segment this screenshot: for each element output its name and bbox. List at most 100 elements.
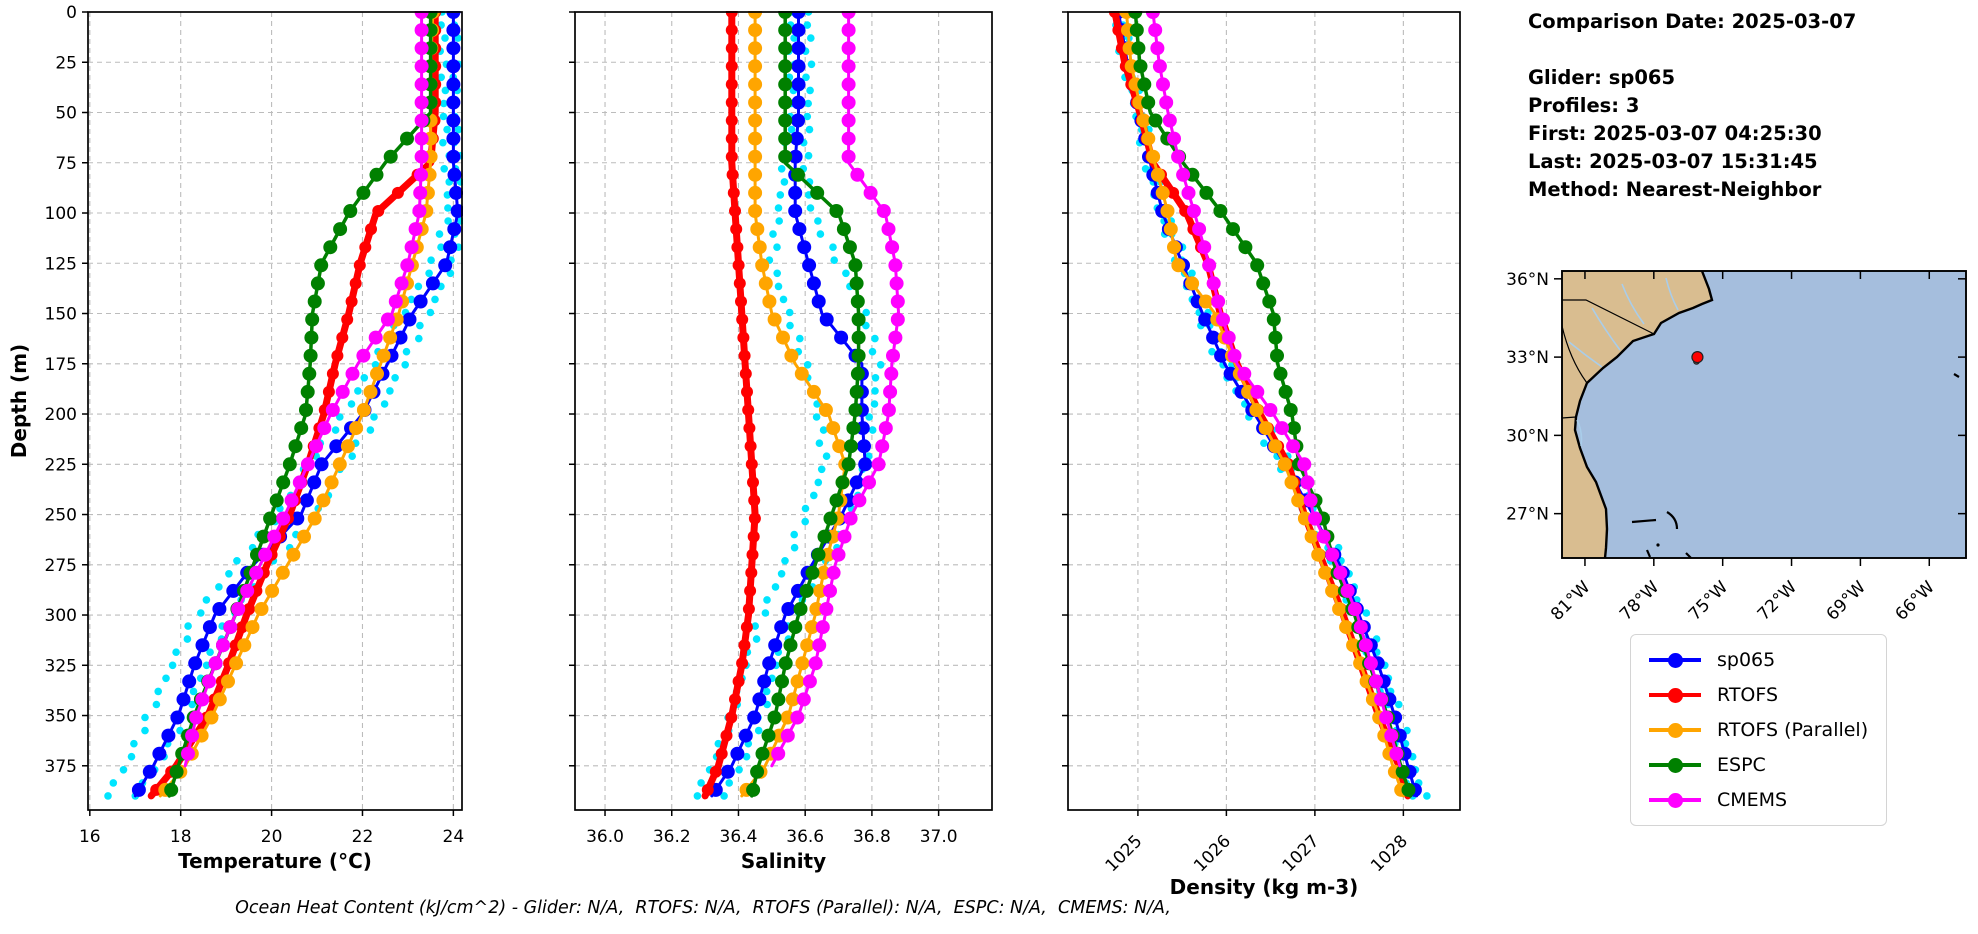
series-marker	[832, 439, 847, 454]
series-marker	[841, 457, 856, 472]
series-marker	[152, 746, 167, 761]
series-marker	[1206, 276, 1221, 291]
obs-dot	[416, 321, 424, 330]
obs-dot	[810, 491, 818, 500]
series-marker	[1346, 638, 1361, 653]
obs-dot	[815, 439, 824, 448]
series-marker	[276, 475, 291, 490]
series-marker	[1258, 421, 1273, 436]
obs-dot	[141, 726, 149, 735]
series-marker	[412, 204, 427, 218]
series-marker	[797, 240, 812, 255]
series-marker	[402, 312, 417, 327]
series-marker	[784, 348, 799, 363]
obs-dot	[829, 243, 837, 251]
series-marker	[446, 23, 461, 38]
series-marker	[767, 312, 782, 327]
obs-dot	[360, 374, 369, 382]
series-marker	[1303, 493, 1318, 508]
series-marker	[851, 348, 866, 363]
glider-name: Glider: sp065	[1528, 66, 1676, 89]
obs-dot	[414, 282, 423, 291]
series-marker	[748, 113, 763, 128]
obs-dot	[781, 557, 789, 565]
series-marker	[304, 330, 319, 345]
series-marker	[310, 276, 325, 291]
series-marker	[791, 95, 806, 110]
obs-dot	[437, 243, 445, 251]
series-marker	[414, 23, 429, 38]
series-marker	[790, 674, 805, 689]
obs-dot	[427, 256, 435, 265]
series-marker	[857, 439, 871, 454]
series-marker	[725, 132, 738, 145]
obs-dot	[785, 308, 794, 317]
series-marker	[343, 204, 358, 218]
series-marker	[1198, 312, 1213, 327]
obs-dot	[443, 125, 451, 134]
series-marker	[299, 493, 314, 508]
series-marker	[778, 77, 793, 92]
series-marker	[817, 529, 832, 544]
legend-label: ESPC	[1717, 754, 1766, 776]
series-marker	[450, 204, 463, 218]
series-marker	[329, 439, 344, 454]
series-marker	[1221, 330, 1236, 345]
obs-dot	[786, 321, 794, 330]
series-marker	[1152, 59, 1167, 74]
series-marker	[263, 511, 278, 526]
obs-dot	[812, 413, 821, 421]
series-marker	[356, 185, 371, 200]
series-marker	[745, 566, 758, 579]
series-marker	[258, 547, 273, 562]
series-marker	[746, 548, 759, 561]
series-marker	[849, 276, 864, 291]
obs-dot	[197, 609, 205, 617]
series-marker	[748, 95, 763, 110]
obs-dot	[803, 21, 812, 29]
x-tick-label: 1025	[1102, 831, 1147, 876]
obs-dot	[779, 295, 788, 304]
series-marker	[732, 259, 745, 272]
series-marker	[446, 149, 461, 164]
series-marker	[208, 656, 223, 671]
series-marker	[443, 240, 458, 255]
series-marker	[256, 529, 271, 544]
x-tick-label: 1028	[1367, 831, 1412, 876]
series-marker	[368, 330, 383, 345]
series-marker	[181, 746, 195, 761]
series-marker	[391, 186, 404, 199]
series-marker	[341, 313, 354, 326]
series-marker	[747, 710, 762, 725]
series-marker	[805, 565, 820, 580]
series-marker	[842, 240, 857, 255]
series-marker	[876, 204, 891, 218]
series-marker	[733, 277, 746, 290]
series-marker	[791, 11, 806, 19]
series-marker	[758, 276, 773, 291]
series-marker	[829, 493, 844, 508]
series-marker	[725, 711, 738, 724]
series-marker	[788, 620, 803, 635]
series-marker	[815, 620, 830, 635]
last-profile-time: Last: 2025-03-07 15:31:45	[1528, 150, 1818, 173]
y-tick-label: 225	[45, 455, 77, 475]
series-marker	[446, 113, 461, 128]
series-marker	[1202, 258, 1217, 273]
series-marker	[300, 457, 315, 472]
chart-density: 1025 1026 1027 1028 Density (kg m-3)	[1062, 11, 1461, 899]
obs-dot	[868, 426, 877, 434]
obs-dot	[814, 217, 822, 225]
series-marker	[446, 41, 461, 56]
series-marker	[1268, 330, 1283, 345]
series-marker	[1286, 421, 1301, 436]
series-marker	[142, 764, 157, 779]
series-marker	[161, 728, 176, 743]
series-marker	[176, 692, 191, 707]
series-marker	[834, 330, 849, 345]
legend-item-cmems: CMEMS	[1649, 787, 1868, 813]
series-marker	[223, 620, 238, 635]
series-marker	[447, 167, 462, 182]
obs-dot	[751, 622, 759, 630]
obs-dot	[370, 413, 378, 421]
